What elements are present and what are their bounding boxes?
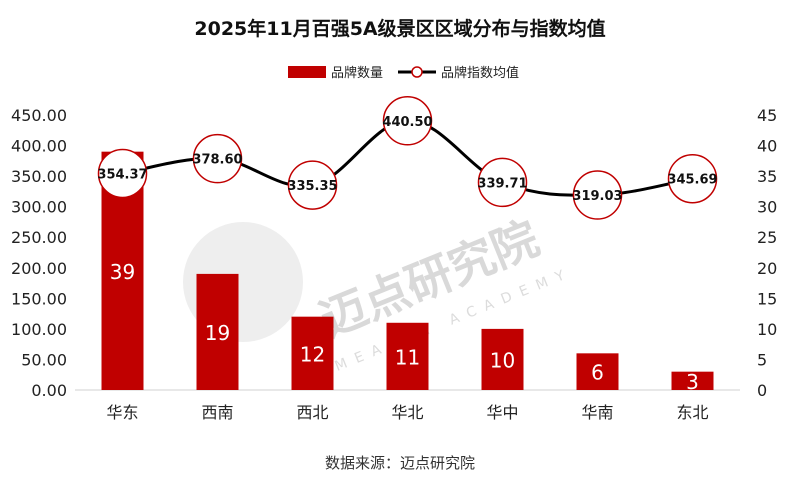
left-axis-tick-label: 50.00: [21, 350, 67, 369]
line-value-label: 440.50: [382, 115, 432, 130]
right-axis-tick-label: 30: [757, 198, 777, 217]
line-point-marker: [572, 170, 623, 220]
x-axis-category-label: 东北: [676, 403, 708, 422]
left-axis-tick-label: 250.00: [11, 228, 67, 247]
x-axis-category-label: 华东: [106, 403, 138, 422]
bar-value-label: 39: [110, 260, 135, 284]
bar-value-label: 19: [205, 321, 230, 345]
line-value-label: 378.60: [192, 153, 242, 168]
left-axis-tick-label: 150.00: [11, 289, 67, 308]
line-value-label: 354.37: [97, 167, 147, 182]
data-source: 数据来源：迈点研究院: [324, 454, 475, 472]
legend-line-marker: [411, 66, 423, 78]
chart-title: 2025年11月百强5A级景区区域分布与指数均值: [194, 18, 606, 40]
line-point-marker: [287, 160, 338, 210]
x-axis-category-label: 华中: [486, 403, 518, 422]
bar-value-label: 3: [686, 370, 699, 394]
left-axis-tick-label: 400.00: [11, 137, 67, 156]
line-value-label: 339.71: [477, 176, 527, 191]
line-value-label: 319.03: [572, 189, 622, 204]
right-axis-tick-label: 25: [757, 228, 777, 247]
x-axis-category-label: 华南: [581, 403, 613, 422]
line-value-label: 335.35: [287, 179, 337, 194]
line-point-marker: [477, 157, 528, 208]
left-axis-tick-label: 0.00: [31, 381, 67, 400]
x-axis-category-label: 西北: [296, 403, 328, 422]
right-axis-tick-label: 15: [757, 289, 777, 308]
left-axis-tick-label: 450.00: [11, 106, 67, 125]
line-point-marker: [667, 153, 718, 204]
right-axis-tick-label: 0: [757, 381, 767, 400]
right-axis-tick-label: 20: [757, 259, 777, 278]
legend: 品牌数量 品牌指数均值: [288, 65, 519, 81]
left-axis-tick-label: 300.00: [11, 198, 67, 217]
x-axis-category-label: 华北: [391, 403, 423, 422]
bar: [671, 371, 714, 390]
legend-bar-swatch: [288, 66, 326, 78]
line-point-marker: [97, 148, 148, 199]
line-point-marker: [382, 96, 433, 146]
axes: 0.00 50.00 100.00 150.00 200.00 250.00 300.00 3…: [11, 106, 777, 422]
right-axis-tick-label: 40: [757, 137, 777, 156]
bar: [576, 353, 619, 390]
bar: [386, 322, 429, 390]
line-point-marker: [192, 133, 243, 184]
x-axis-category-label: 西南: [201, 403, 233, 422]
left-axis-tick-label: 100.00: [11, 320, 67, 339]
right-axis-tick-label: 45: [757, 106, 777, 125]
bar-value-label: 6: [591, 361, 604, 385]
line-series: 354.37 378.60 335.35 440.50 339.71 319.03 345.…: [97, 96, 718, 220]
left-axis-tick-label: 350.00: [11, 167, 67, 186]
right-axis-tick-label: 35: [757, 167, 777, 186]
legend-line-label: 品牌指数均值: [441, 65, 519, 81]
right-axis-tick-label: 10: [757, 320, 777, 339]
left-axis-tick-label: 200.00: [11, 259, 67, 278]
bar: [481, 328, 524, 390]
bar-value-label: 12: [300, 342, 325, 366]
right-axis-tick-label: 5: [757, 350, 767, 369]
bar-value-label: 11: [395, 345, 420, 369]
line-value-label: 345.69: [667, 173, 717, 188]
bar: [291, 316, 334, 390]
bar: [196, 273, 239, 390]
bar-value-label: 10: [490, 348, 515, 372]
legend-bar-label: 品牌数量: [331, 65, 383, 81]
